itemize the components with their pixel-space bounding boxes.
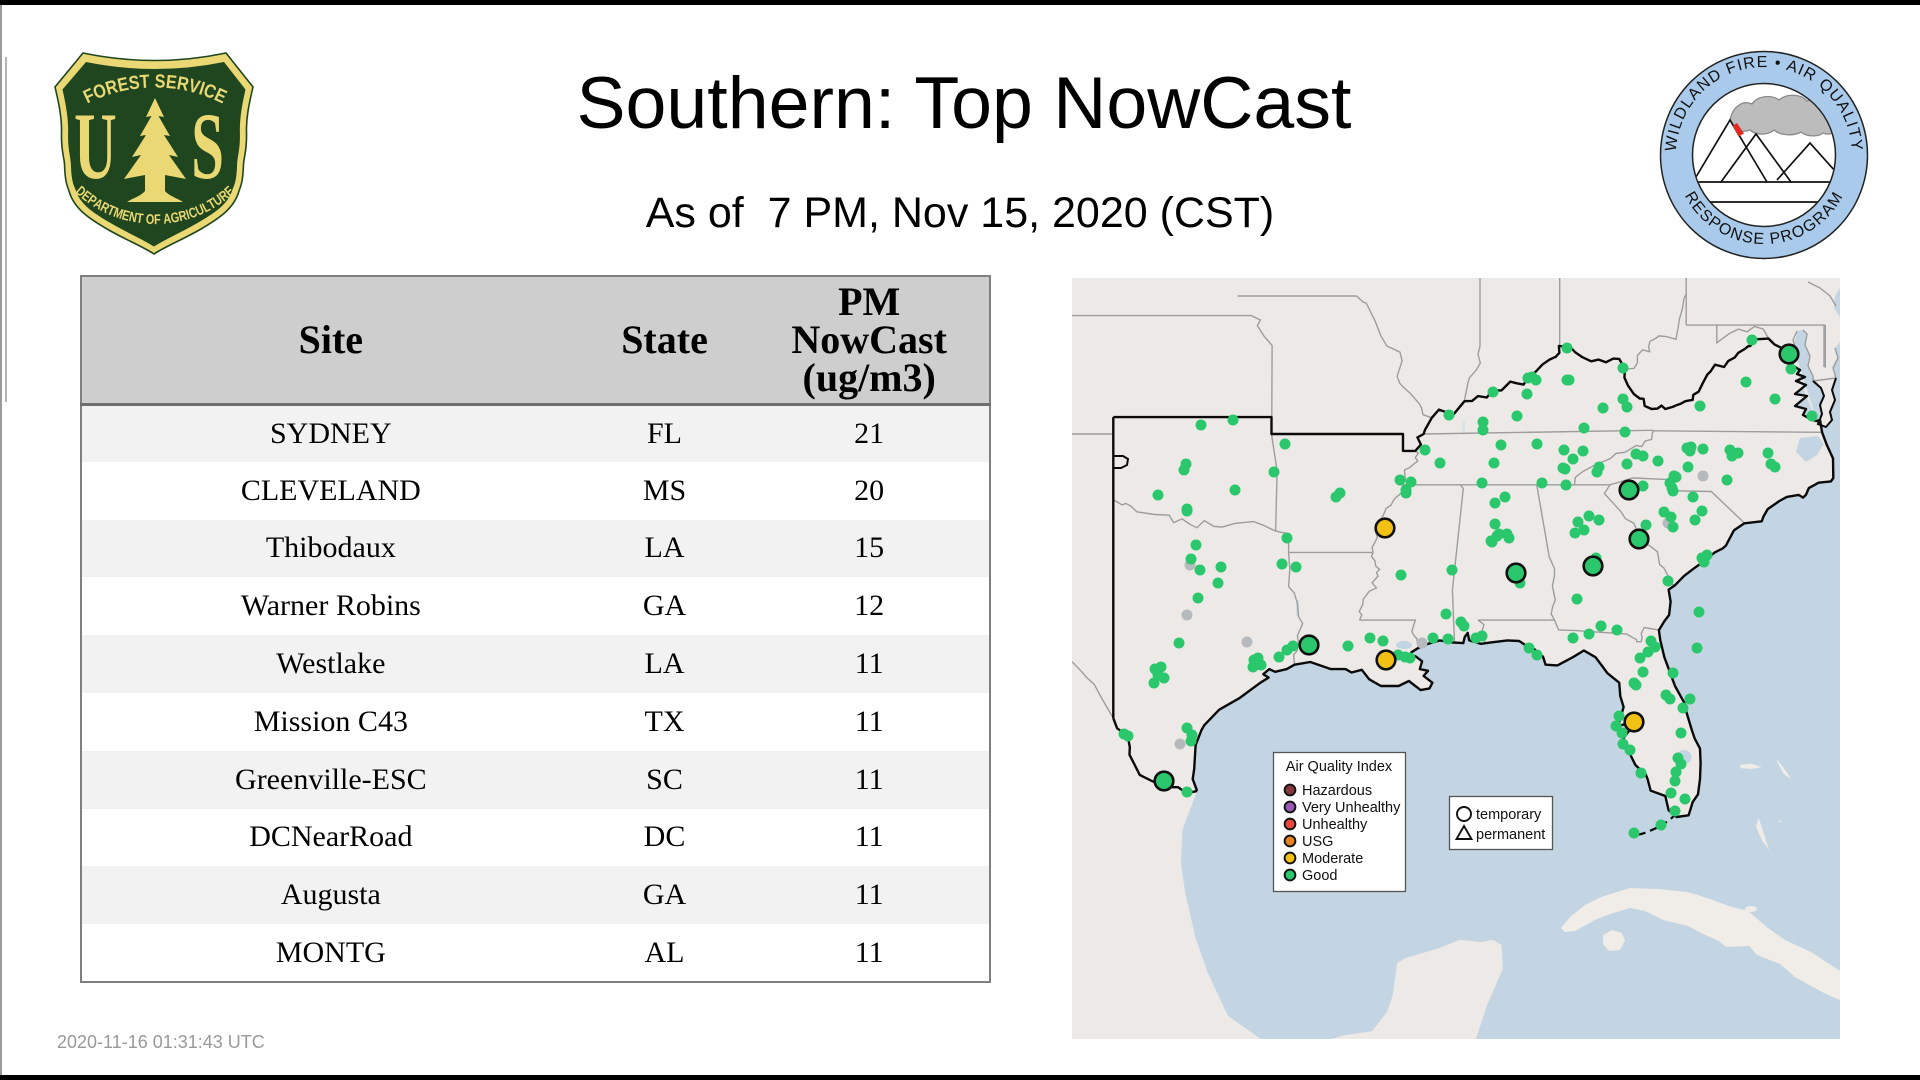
svg-text:S: S [191, 95, 224, 200]
svg-text:S: S [154, 70, 166, 92]
svg-text:T: T [136, 210, 145, 226]
svg-text:T: T [139, 70, 150, 92]
svg-text:Unhealthy: Unhealthy [1302, 817, 1368, 833]
svg-text:temporary: temporary [1476, 807, 1542, 823]
svg-text:S: S [127, 71, 141, 94]
svg-text:O: O [145, 211, 154, 227]
svg-text:E: E [165, 71, 178, 94]
svg-text:Air Quality Index: Air Quality Index [1286, 759, 1393, 775]
svg-text:I: I [184, 207, 191, 223]
svg-text:permanent: permanent [1476, 827, 1545, 843]
svg-text:R: R [175, 72, 191, 95]
svg-text:Very Unhealthy: Very Unhealthy [1302, 800, 1401, 816]
svg-text:E: E [116, 73, 131, 96]
svg-text:A: A [162, 211, 172, 227]
svg-text:I: I [197, 77, 208, 99]
svg-text:R: R [177, 208, 188, 225]
svg-text:F: F [154, 212, 161, 228]
svg-text:Hazardous: Hazardous [1302, 783, 1372, 799]
svg-text:USG: USG [1302, 834, 1333, 850]
svg-text:Good: Good [1302, 868, 1337, 884]
svg-text:N: N [128, 209, 139, 226]
svg-text:Moderate: Moderate [1302, 851, 1363, 867]
svg-text:G: G [169, 209, 180, 226]
svg-text:E: E [120, 207, 131, 224]
svg-text:U: U [74, 95, 117, 200]
